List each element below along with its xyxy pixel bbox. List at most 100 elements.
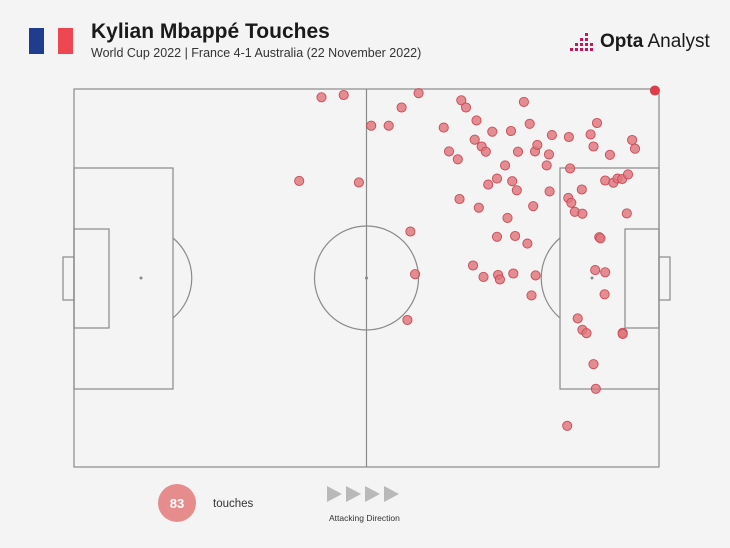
touch-point [599,289,610,300]
right-penalty-spot [590,276,594,280]
pitch-spots [139,276,594,280]
attacking-direction-arrows [327,486,399,502]
touch-point [512,146,524,157]
touch-point [526,290,537,301]
flag-stripe-blue [29,28,44,54]
touch-point [480,146,491,157]
right-goal [658,256,671,301]
left-penalty-area [73,167,174,390]
left-penalty-arc [172,237,193,319]
touch-point [576,184,587,195]
right-six-yard-box [624,228,660,329]
touch-point [581,328,592,339]
touch-point [590,265,601,276]
touch-point [629,143,641,154]
touch-point [590,383,601,394]
chart-subtitle: World Cup 2022 | France 4-1 Australia (2… [91,46,422,60]
touch-point [604,149,615,160]
brand-name: Opta Analyst [600,31,710,53]
touch-point [621,208,632,219]
touch-point [566,197,577,208]
touch-point [452,154,463,165]
touch-point [563,131,574,143]
touch-point [338,89,349,101]
touch-point [510,230,521,242]
touch-point [396,102,407,113]
chart-title: Kylian Mbappé Touches [91,20,330,43]
touch-point [617,328,628,339]
touch-point [483,179,494,190]
touch-count-label: touches [213,498,254,510]
touch-point [591,117,603,129]
triangle-right-icon [384,486,399,502]
flag-stripe-red [58,28,74,54]
touch-point [585,129,596,140]
touch-point [454,193,465,205]
touch-point [410,269,421,280]
touch-count-badge: 83 [158,484,196,522]
brand-logo: Opta Analyst [566,30,710,54]
touch-point [366,120,377,131]
touch-point [487,126,498,137]
touch-point [511,185,522,196]
touch-point [530,270,541,281]
touch-point [500,160,511,171]
touch-point [524,118,535,129]
attacking-direction-label: Attacking Direction [329,513,400,523]
touch-points [294,85,660,431]
touch-point [518,96,529,107]
touch-point [507,176,518,187]
touch-point [649,85,660,96]
touch-point [543,149,555,160]
centre-spot [365,276,368,280]
touch-point [502,212,513,223]
touch-point [469,134,480,145]
left-penalty-spot [139,276,143,280]
brand-name-rest: Analyst [643,31,710,52]
touch-point [572,313,583,324]
touch-point [413,88,424,99]
touch-point [460,102,472,113]
touch-point [494,274,505,285]
touch-point [402,314,413,326]
touch-point [562,420,573,431]
touch-point [546,130,557,141]
centre-circle [313,225,420,331]
brand-name-bold: Opta [600,31,644,52]
touch-point [532,139,543,150]
touch-point [600,267,611,278]
touch-point [443,146,455,157]
touch-point [478,271,489,282]
touch-point [491,173,503,184]
touch-point [405,226,416,237]
touch-point [471,115,482,126]
touch-point [588,359,599,370]
touch-point [316,92,327,103]
france-flag-icon [29,28,74,54]
touch-point [565,163,576,174]
touch-point [467,260,479,271]
triangle-right-icon [346,486,361,502]
triangle-right-icon [365,486,380,502]
touch-point [491,231,503,242]
touch-point [438,122,449,133]
touch-point [353,177,364,188]
touch-point [622,169,634,180]
touch-point [541,160,552,171]
touch-point [294,175,305,186]
triangle-right-icon [327,486,342,502]
touch-point [456,95,467,106]
touch-point [595,233,606,244]
touch-point [627,134,638,146]
touch-point [528,201,539,212]
touch-point [544,186,555,197]
touch-point [505,125,517,137]
touch-point [577,208,588,219]
touch-point [600,175,611,186]
touch-point [508,268,519,279]
touch-point [522,238,533,249]
left-goal [62,256,75,301]
touch-point [588,141,599,152]
opta-dots-icon [570,33,593,51]
